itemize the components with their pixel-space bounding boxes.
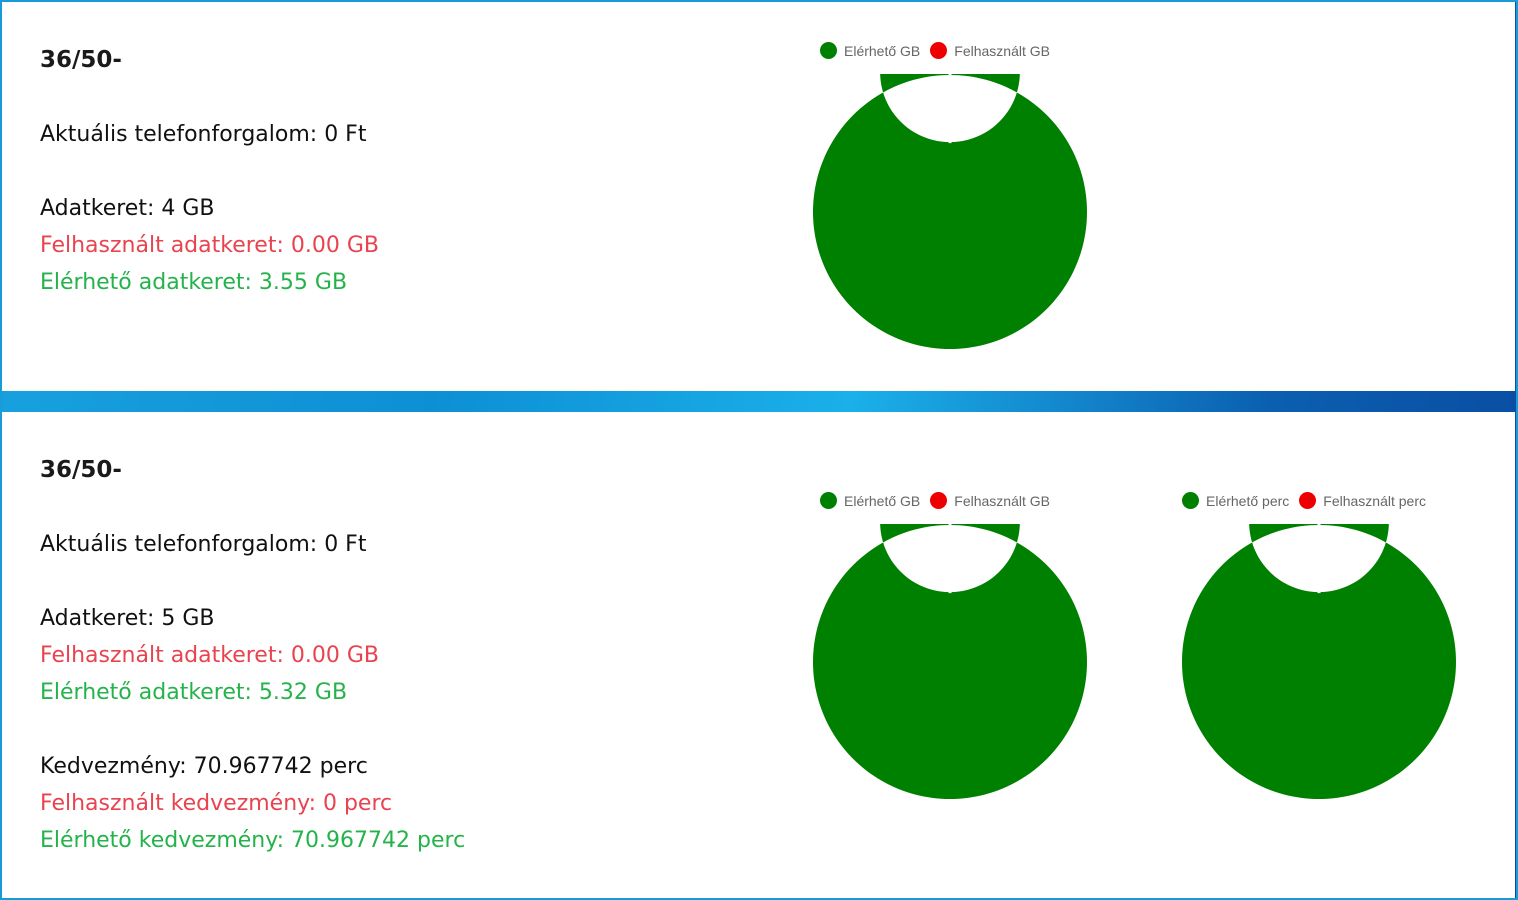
discount-donut-chart: Elérhető perc Felhasznált perc: [1179, 490, 1479, 800]
legend-dot-available: [820, 42, 837, 59]
legend-used[interactable]: Felhasznált GB: [930, 42, 1050, 59]
legend-label-available: Elérhető perc: [1206, 492, 1290, 509]
legend-used[interactable]: Felhasznált GB: [930, 492, 1050, 509]
legend-label-available: Elérhető GB: [844, 42, 921, 59]
chart-legend: Elérhető GB Felhasznált GB: [820, 492, 1060, 509]
current-traffic: Aktuális telefonforgalom: 0 Ft: [40, 122, 367, 147]
subscription-card-2: 36/50- Aktuális telefonforgalom: 0 Ft Ad…: [2, 412, 1515, 898]
phone-number-title: 36/50-: [40, 47, 122, 73]
data-limit: Adatkeret: 4 GB: [40, 196, 215, 221]
legend-label-used: Felhasznált GB: [954, 492, 1050, 509]
data-available: Elérhető adatkeret: 5.32 GB: [40, 680, 348, 705]
data-donut-chart: Elérhető GB Felhasznált GB: [810, 40, 1090, 350]
data-used: Felhasznált adatkeret: 0.00 GB: [40, 233, 379, 258]
data-used: Felhasznált adatkeret: 0.00 GB: [40, 643, 379, 668]
chart-legend: Elérhető perc Felhasznált perc: [1182, 492, 1436, 509]
legend-used[interactable]: Felhasznált perc: [1299, 492, 1426, 509]
chart-legend: Elérhető GB Felhasznált GB: [820, 42, 1060, 59]
legend-dot-used: [930, 492, 948, 509]
subscription-card-1: 36/50- Aktuális telefonforgalom: 0 Ft Ad…: [2, 2, 1515, 391]
legend-label-used: Felhasznált GB: [954, 42, 1050, 59]
discount-available: Elérhető kedvezmény: 70.967742 perc: [40, 828, 466, 853]
donut-svg: [1182, 524, 1456, 799]
legend-label-used: Felhasznált perc: [1323, 492, 1426, 509]
data-available: Elérhető adatkeret: 3.55 GB: [40, 270, 348, 295]
legend-available[interactable]: Elérhető GB: [820, 42, 920, 59]
data-donut-chart: Elérhető GB Felhasznált GB: [810, 490, 1090, 800]
donut-svg: [813, 74, 1087, 349]
donut-slice-available[interactable]: [813, 524, 1087, 799]
phone-number-title: 36/50-: [40, 457, 122, 483]
legend-dot-available: [820, 492, 837, 509]
legend-dot-used: [930, 42, 948, 59]
legend-label-available: Elérhető GB: [844, 492, 921, 509]
legend-available[interactable]: Elérhető perc: [1182, 492, 1289, 509]
data-limit: Adatkeret: 5 GB: [40, 606, 215, 631]
current-traffic: Aktuális telefonforgalom: 0 Ft: [40, 532, 367, 557]
legend-dot-available: [1182, 492, 1199, 509]
legend-dot-used: [1299, 492, 1317, 509]
donut-svg: [813, 524, 1087, 799]
donut-slice-available[interactable]: [1182, 524, 1456, 799]
discount-used: Felhasznált kedvezmény: 0 perc: [40, 791, 393, 816]
donut-slice-available[interactable]: [813, 74, 1087, 349]
discount-limit: Kedvezmény: 70.967742 perc: [40, 754, 368, 779]
legend-available[interactable]: Elérhető GB: [820, 492, 920, 509]
